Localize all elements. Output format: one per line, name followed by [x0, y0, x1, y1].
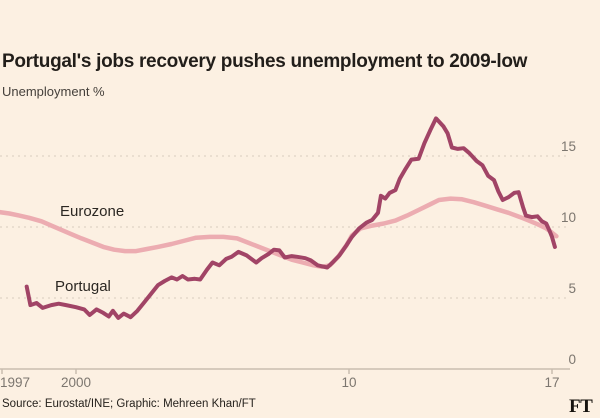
x-tick-label: 1997: [0, 375, 31, 390]
series-label-eurozone: Eurozone: [60, 203, 125, 220]
chart-title: Portugal's jobs recovery pushes unemploy…: [2, 51, 528, 72]
ft-logo: FT: [569, 396, 593, 417]
x-tick-label: 17: [544, 375, 560, 390]
series-line-portugal: [24, 116, 557, 320]
x-tick-label: 2000: [60, 375, 92, 390]
y-tick-label: 15: [560, 139, 576, 154]
source-credit: Source: Eurostat/INE; Graphic: Mehreen K…: [2, 398, 256, 410]
series-line-eurozone: [0, 196, 559, 270]
series-label-portugal: Portugal: [55, 278, 111, 295]
y-tick-label: 0: [568, 352, 576, 367]
chart-subtitle: Unemployment %: [2, 84, 105, 99]
x-tick-label: 10: [341, 375, 357, 390]
y-tick-label: 10: [560, 210, 576, 225]
y-tick-label: 5: [568, 281, 576, 296]
